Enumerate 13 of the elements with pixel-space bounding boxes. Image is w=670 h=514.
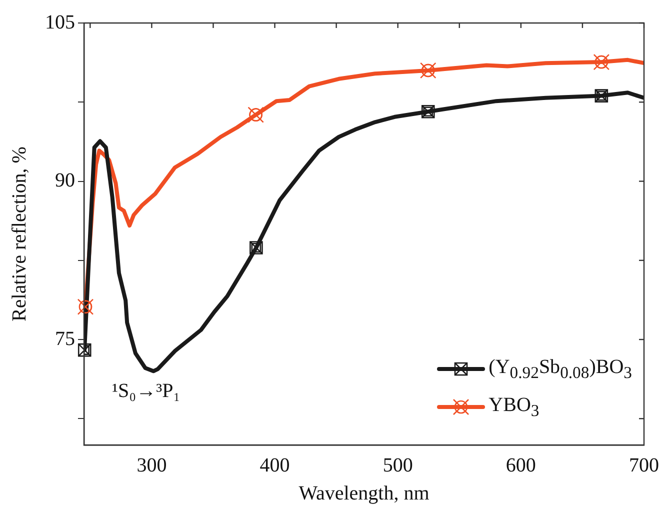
y-tick-label: 90 — [55, 170, 75, 192]
y-tick-label: 105 — [45, 11, 75, 34]
x-tick-label: 500 — [382, 454, 413, 476]
annotation: ¹S₀→³P₁ — [112, 380, 180, 402]
x-tick-label: 400 — [260, 454, 290, 476]
x-tick-label: 700 — [629, 454, 659, 476]
x-axis-title: Wavelength, nm — [298, 482, 430, 504]
x-tick-label: 600 — [506, 454, 536, 476]
y-axis-title: Relative reflection, % — [8, 146, 30, 322]
x-tick-label: 300 — [136, 454, 167, 476]
legend-label: (Y$_{0.92}$Sb$_{0.08}$)BO$_{3}$ — [488, 356, 632, 382]
y-tick-label: 75 — [55, 328, 75, 350]
legend-label: YBO$_{3}$ — [488, 394, 540, 420]
